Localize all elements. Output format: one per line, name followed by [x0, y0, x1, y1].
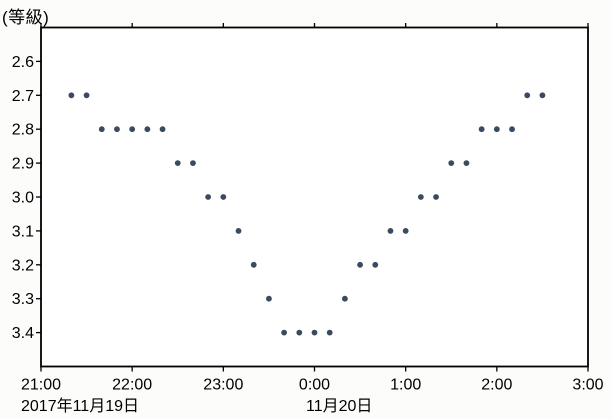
y-tick-label: 2.7	[12, 88, 34, 105]
x-tick-label: 0:00	[299, 377, 330, 394]
x-axis-date-label: 11月20日	[306, 398, 372, 415]
data-point	[433, 194, 439, 200]
y-tick-label: 3.1	[12, 223, 34, 240]
data-point	[281, 329, 288, 336]
x-tick-label: 1:00	[390, 377, 421, 394]
x-tick-label: 22:00	[112, 377, 152, 394]
data-point	[463, 160, 470, 167]
y-axis-unit-label: (等級)	[2, 8, 50, 27]
y-tick-label: 2.9	[12, 156, 34, 173]
data-point	[524, 92, 531, 99]
y-tick-label: 2.8	[12, 122, 34, 139]
data-point	[311, 329, 318, 336]
data-point	[539, 92, 546, 99]
data-point	[509, 126, 515, 133]
data-point	[478, 126, 485, 133]
data-point	[326, 329, 333, 336]
data-point	[387, 228, 394, 234]
y-tick-label: 3.3	[12, 291, 34, 308]
x-axis-date-label: 2017年11月19日	[21, 397, 139, 415]
data-point	[98, 126, 105, 133]
data-point	[250, 261, 257, 268]
y-tick-label: 3.4	[12, 325, 34, 342]
data-point	[493, 126, 500, 133]
y-tick-label: 3.0	[12, 190, 34, 207]
data-point	[159, 126, 166, 133]
data-point	[220, 194, 227, 200]
data-point	[129, 126, 136, 133]
data-point	[83, 92, 90, 99]
data-point	[114, 126, 120, 133]
data-point	[174, 160, 181, 167]
y-tick-label: 3.2	[12, 257, 34, 274]
data-point	[144, 126, 151, 133]
data-point	[266, 295, 272, 302]
data-point	[341, 295, 348, 302]
x-tick-label: 2:00	[481, 377, 512, 394]
data-point	[448, 160, 455, 167]
plot-frame	[40, 26, 589, 368]
x-tick-label: 3:00	[572, 377, 603, 394]
data-point	[417, 194, 424, 200]
data-point	[296, 329, 303, 336]
data-point	[357, 261, 363, 268]
data-point	[205, 194, 212, 200]
data-point	[372, 261, 379, 268]
data-point	[68, 92, 75, 99]
data-point	[402, 228, 409, 234]
data-point	[235, 228, 242, 234]
data-point	[190, 160, 196, 167]
y-tick-label: 2.6	[12, 54, 34, 71]
x-tick-label: 23:00	[203, 377, 243, 394]
x-tick-label: 21:00	[21, 377, 61, 394]
